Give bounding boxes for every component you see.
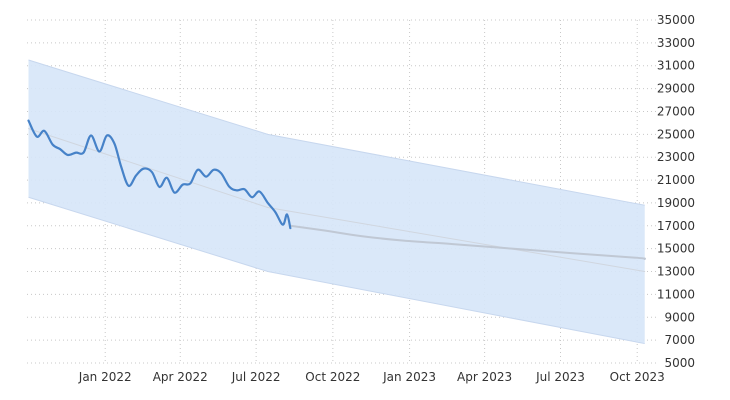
confidence-band [28, 60, 645, 344]
x-tick-label: Jul 2023 [535, 370, 585, 384]
y-axis-ticks: 5000 7000 9000 11000 13000 15000 17000 19000 210… [657, 13, 695, 370]
confidence-bands [28, 59, 645, 345]
y-tick-label: 17000 [657, 219, 695, 233]
x-tick-label: Apr 2022 [153, 370, 208, 384]
y-tick-label: 13000 [657, 265, 695, 279]
x-tick-label: Oct 2023 [610, 370, 665, 384]
y-tick-label: 27000 [657, 104, 695, 118]
x-tick-label: Oct 2022 [305, 370, 360, 384]
y-tick-label: 29000 [657, 82, 695, 96]
y-tick-label: 7000 [664, 333, 695, 347]
x-tick-label: Jan 2022 [78, 370, 132, 384]
y-tick-label: 33000 [657, 36, 695, 50]
x-tick-label: Apr 2023 [457, 370, 512, 384]
confidence-band-upper-edge [28, 59, 645, 206]
actual-series-line [27, 119, 292, 230]
y-tick-label: 21000 [657, 173, 695, 187]
y-tick-label: 31000 [657, 59, 695, 73]
forecast-series-line [289, 224, 646, 260]
y-tick-label: 25000 [657, 127, 695, 141]
y-tick-label: 11000 [657, 287, 695, 301]
y-tick-label: 23000 [657, 150, 695, 164]
y-tick-label: 19000 [657, 196, 695, 210]
series-lines [27, 119, 646, 273]
y-tick-label: 5000 [664, 356, 695, 370]
y-tick-label: 15000 [657, 242, 695, 256]
x-axis-ticks: Jan 2022 Apr 2022 Jul 2022 Oct 2022 Jan 2023… [78, 370, 665, 384]
y-tick-label: 9000 [664, 310, 695, 324]
x-tick-label: Jul 2022 [231, 370, 281, 384]
confidence-band-lower-edge [28, 196, 645, 345]
y-tick-label: 35000 [657, 13, 695, 27]
x-tick-label: Jan 2023 [382, 370, 436, 384]
